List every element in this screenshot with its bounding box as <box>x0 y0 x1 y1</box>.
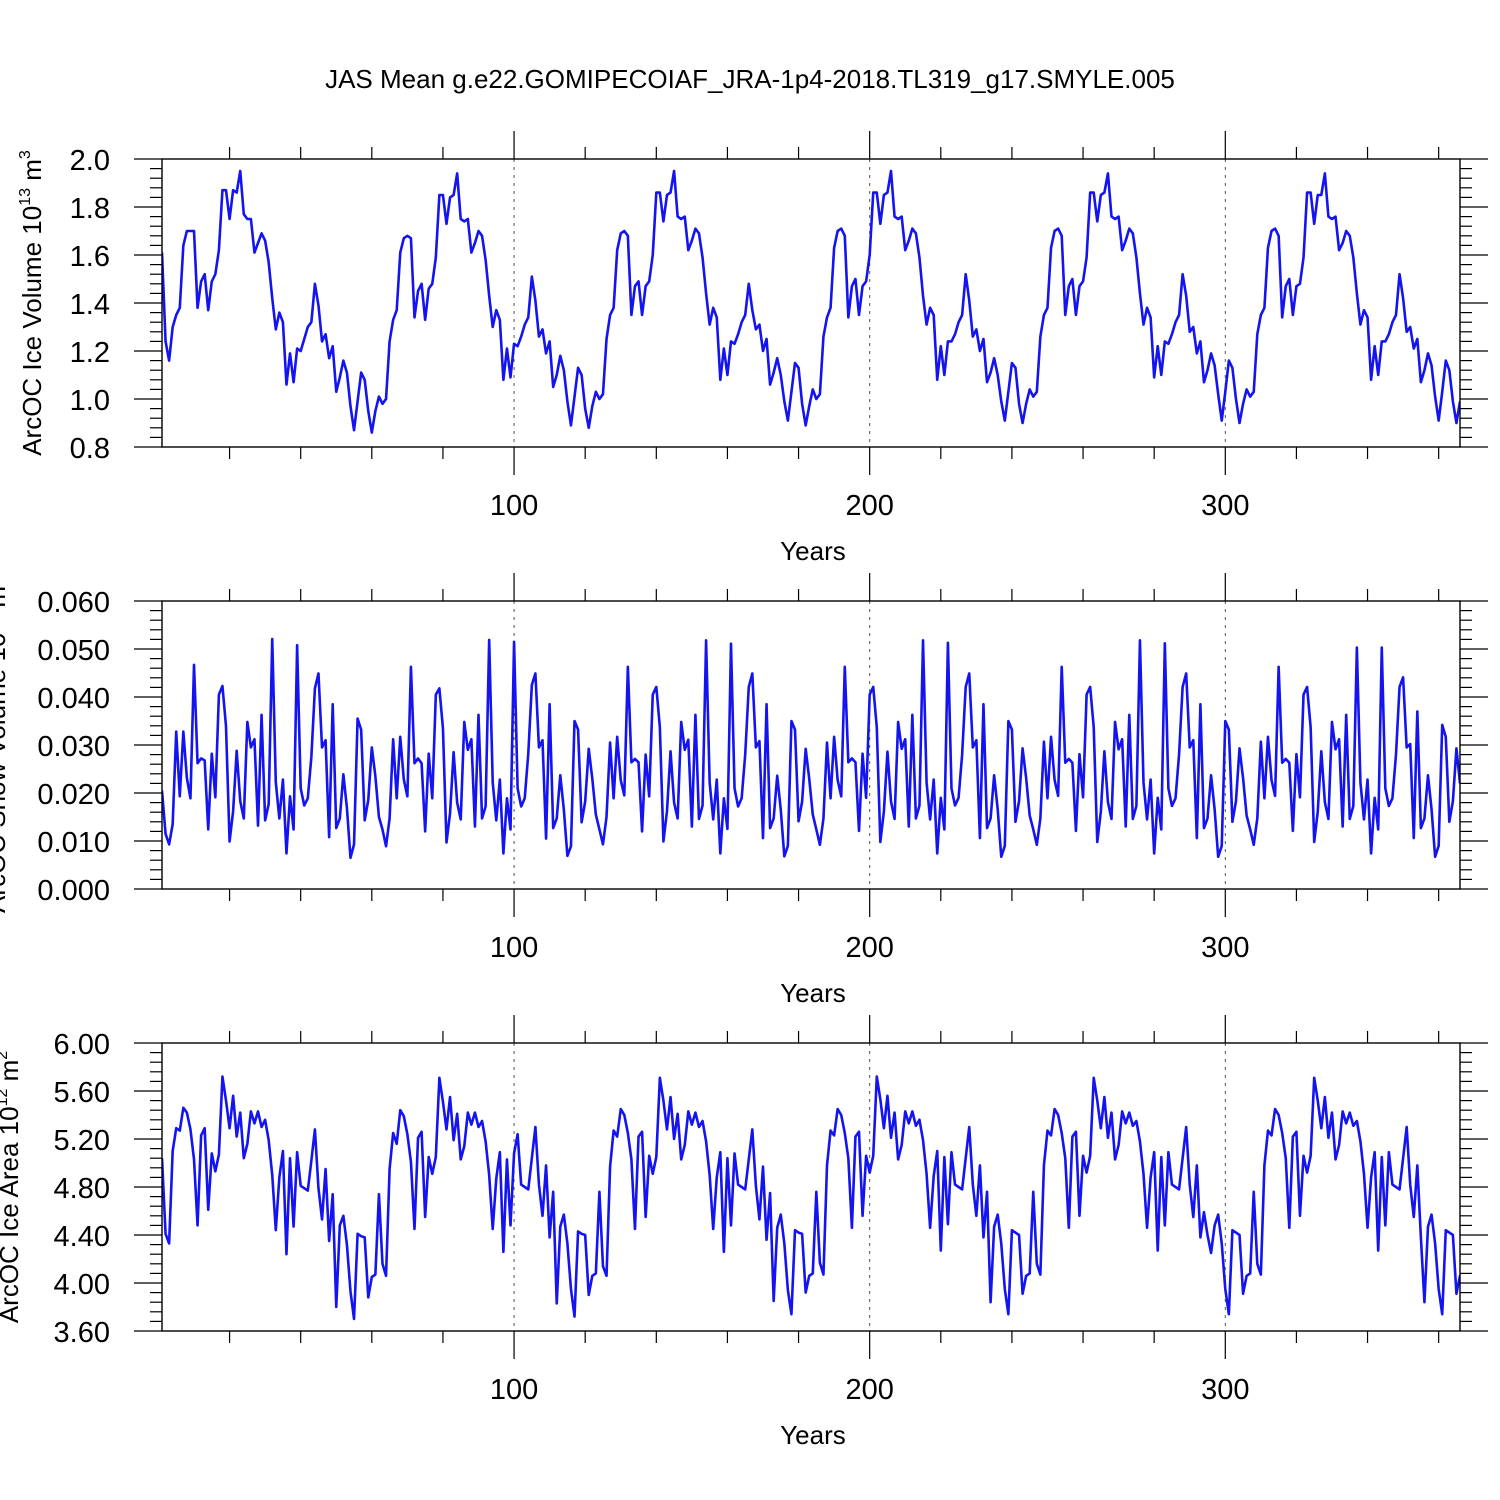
y-tick-label: 0.030 <box>37 731 110 763</box>
y-tick-label: 1.4 <box>70 289 110 321</box>
y-tick-label: 5.20 <box>54 1125 110 1157</box>
chart-title: JAS Mean g.e22.GOMIPECOIAF_JRA-1p4-2018.… <box>325 64 1175 94</box>
y-tick-label: 0.060 <box>37 587 110 619</box>
x-tick-label: 200 <box>845 490 893 522</box>
chart-panel-1: 100 200 300 0.8 1.0 1.2 1.4 1.6 1.8 2.0 Years ArcOC… <box>17 131 1488 566</box>
y-tick-label: 1.8 <box>70 193 110 225</box>
y-tick-label: 0.020 <box>37 779 110 811</box>
y-tick-label: 1.2 <box>70 337 110 369</box>
y-tick-label: 0.8 <box>70 433 110 465</box>
y-tick-label: 0.040 <box>37 683 110 715</box>
x-tick-label: 300 <box>1201 490 1249 522</box>
y-tick-label: 0.000 <box>37 875 110 907</box>
y-tick-label: 6.00 <box>54 1029 110 1061</box>
x-tick-label: 300 <box>1201 1374 1249 1406</box>
x-tick-label: 300 <box>1201 932 1249 964</box>
y-tick-label: 0.010 <box>37 827 110 859</box>
y-tick-label: 4.80 <box>54 1173 110 1205</box>
series-line <box>162 1075 1460 1321</box>
x-tick-label: 100 <box>490 932 538 964</box>
plot-frame <box>161 1042 1461 1332</box>
y-tick-label: 1.0 <box>70 385 110 417</box>
x-axis-label: Years <box>780 536 846 566</box>
y-tick-label: 3.60 <box>54 1317 110 1349</box>
y-tick-label: 0.050 <box>37 635 110 667</box>
x-tick-label: 200 <box>845 1374 893 1406</box>
series-line <box>162 169 1460 434</box>
x-axis-label: Years <box>780 1420 846 1450</box>
x-axis-label: Years <box>780 978 846 1008</box>
series-line <box>162 637 1460 860</box>
y-axis-label: ArcOC Snow Volume 1013 m3 <box>0 577 11 913</box>
y-tick-label: 4.00 <box>54 1269 110 1301</box>
y-tick-label: 4.40 <box>54 1221 110 1253</box>
x-tick-label: 100 <box>490 490 538 522</box>
x-tick-label: 100 <box>490 1374 538 1406</box>
y-tick-label: 1.6 <box>70 241 110 273</box>
x-tick-label: 200 <box>845 932 893 964</box>
y-axis-label: ArcOC Ice Area 1012 m2 <box>0 1051 24 1323</box>
y-axis-label: ArcOC Ice Volume 1013 m3 <box>17 150 47 456</box>
chart-panel-2: 100 200 300 0.000 0.010 0.020 0.030 0.040 0.050 0… <box>0 573 1488 1008</box>
y-tick-label: 5.60 <box>54 1077 110 1109</box>
chart-panel-3: 100 200 300 3.60 4.00 4.40 4.80 5.20 5.60 6.00 Yea… <box>0 1015 1488 1450</box>
y-tick-label: 2.0 <box>70 145 110 177</box>
